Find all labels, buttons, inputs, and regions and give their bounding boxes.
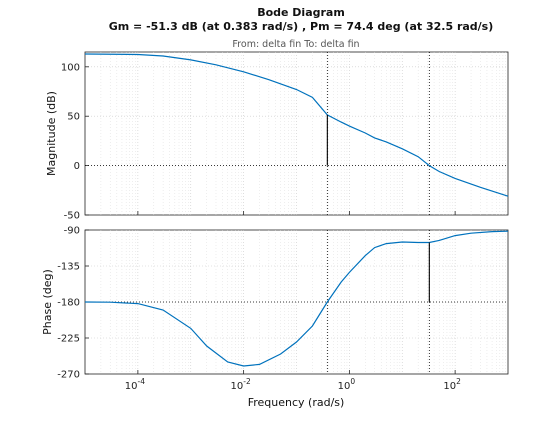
magnitude-response-line — [84, 53, 509, 197]
phase-response-line — [84, 230, 509, 367]
phase-y-tick-label: -270 — [57, 370, 80, 381]
magnitude-y-tick-label: 100 — [61, 62, 80, 73]
magnitude-y-label: Magnitude (dB) — [45, 91, 58, 176]
io-label: From: delta fin To: delta fin — [232, 39, 359, 50]
magnitude-axes: -50 0 50 100 Magnitude (dB) — [45, 51, 509, 222]
x-tick-label: 10-4 — [125, 377, 145, 392]
phase-x-ticks: 10-4 10-2 100 102 — [125, 370, 461, 392]
x-tick-label: 10-2 — [231, 377, 251, 392]
x-tick-label: 100 — [338, 377, 356, 392]
magnitude-series — [84, 52, 509, 215]
phase-y-tick-label: -225 — [57, 334, 80, 345]
phase-y-tick-label: -90 — [64, 226, 80, 237]
phase-y-tick-label: -180 — [57, 298, 80, 309]
phase-y-label: Phase (deg) — [41, 269, 54, 335]
phase-series — [84, 230, 509, 374]
phase-y-ticks: -270 -225 -180 -135 -90 — [57, 226, 89, 381]
chart-title: Bode Diagram — [257, 6, 345, 19]
phase-axes: -270 -225 -180 -135 -90 10-4 10-2 100 102 Phase… — [41, 226, 509, 392]
chart-subtitle: Gm = -51.3 dB (at 0.383 rad/s) , Pm = 74… — [109, 20, 494, 33]
magnitude-x-ticks — [137, 211, 456, 215]
magnitude-grid — [85, 52, 508, 215]
phase-y-tick-label: -135 — [57, 262, 80, 273]
magnitude-y-tick-label: -50 — [64, 211, 80, 222]
x-axis-label: Frequency (rad/s) — [248, 396, 345, 409]
magnitude-y-tick-label: 50 — [67, 112, 80, 123]
magnitude-y-tick-label: 0 — [74, 161, 80, 172]
x-tick-label: 102 — [443, 377, 461, 392]
